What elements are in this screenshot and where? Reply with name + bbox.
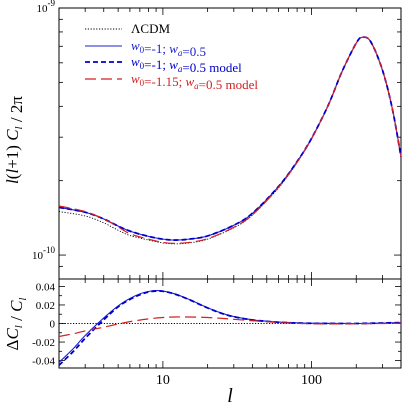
x-axis-label: l — [227, 385, 233, 407]
x-tick-label: 100 — [301, 373, 322, 388]
top-plot-frame — [58, 7, 402, 280]
bottom-series-line-1 — [58, 290, 402, 363]
bottom-series-line-2 — [58, 290, 402, 366]
bottom-series-lines — [58, 290, 402, 366]
legend: ΛCDM w0=-1; wa=0.5w0=-1; wa=0.5 modelw0=-… — [85, 21, 258, 92]
bottom-y-tick-label: -0.02 — [32, 337, 55, 349]
bottom-y-tick-label: 0 — [50, 319, 56, 331]
bottom-y-tick-label: -0.04 — [32, 356, 55, 368]
top-series-line-3 — [58, 36, 402, 244]
bottom-series-line-3 — [58, 316, 402, 338]
bottom-y-tick-labels: -0.04 -0.02 0 0.02 0.04 — [32, 281, 55, 367]
bottom-y-tick-label: 0.02 — [36, 300, 55, 312]
top-y-tick-labels: 10-10 10-9 — [32, 0, 55, 262]
top-series-lines — [58, 36, 402, 245]
bottom-y-axis-label: ΔCl / Cl — [3, 298, 29, 351]
top-y-tick-label: 10-10 — [32, 245, 55, 262]
x-tick-label: 10 — [156, 373, 170, 388]
x-tick-labels: 10 100 — [156, 373, 322, 388]
legend-label-1: w0=-1; wa=0.5 — [131, 38, 206, 59]
top-series-line-0 — [58, 36, 402, 245]
top-y-tick-label: 10-9 — [37, 0, 56, 15]
top-axis-ticks — [58, 7, 402, 280]
legend-label-3: w0=-1.15; wa=0.5 model — [131, 71, 258, 92]
legend-label-0: ΛCDM — [131, 21, 170, 36]
top-y-axis-label: l(l+1) Cl / 2π — [3, 96, 26, 184]
bottom-panel: -0.04 -0.02 0 0.02 0.04 10 100 ΔCl / Cl l — [3, 278, 402, 407]
top-panel: 10-10 10-9 ΛCDM w0=-1; wa=0.5w0=-1; wa=0.5… — [3, 0, 402, 280]
legend-label-2: w0=-1; wa=0.5 model — [131, 54, 242, 75]
bottom-y-tick-label: 0.04 — [36, 281, 56, 293]
